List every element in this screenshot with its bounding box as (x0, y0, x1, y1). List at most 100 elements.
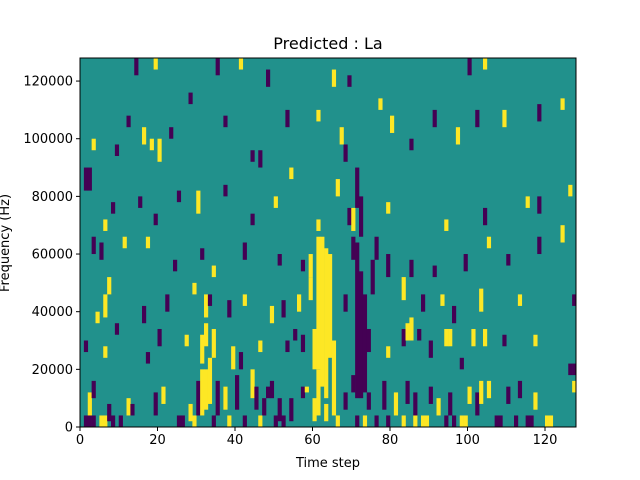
heatmap-cell (463, 415, 468, 427)
heatmap-cell (378, 98, 383, 110)
heatmap-cell (351, 375, 356, 393)
heatmap-cell (300, 386, 306, 399)
heatmap-cell (401, 415, 406, 427)
heatmap-cell (138, 196, 143, 208)
plot-area (79, 57, 577, 428)
heatmap-cell (238, 58, 244, 70)
heatmap-cell (362, 294, 368, 393)
heatmap-cell (111, 415, 116, 427)
heatmap-cell (192, 282, 197, 295)
heatmap-cell (320, 236, 325, 387)
x-tick-label: 40 (227, 433, 244, 448)
heatmap-cell (83, 340, 89, 353)
heatmap-cell (215, 58, 220, 76)
heatmap-cell (347, 75, 352, 87)
heatmap-cell (374, 236, 379, 260)
x-tick-label: 120 (533, 433, 558, 448)
heatmap-cell (91, 138, 96, 151)
heatmap-cell (103, 415, 108, 427)
heatmap-cell (87, 392, 92, 416)
heatmap-cell (498, 415, 503, 427)
heatmap-cell (238, 352, 244, 370)
heatmap-cell (87, 167, 92, 191)
heatmap-cell (250, 369, 255, 399)
heatmap-cell (475, 392, 480, 416)
heatmap-cell (440, 294, 445, 306)
heatmap-cell (525, 196, 530, 208)
heatmap-cell (281, 300, 286, 318)
y-tick-label: 60000 (32, 248, 73, 263)
y-tick-label: 0 (65, 421, 73, 436)
heatmap-cell (366, 328, 371, 353)
heatmap-cell (269, 380, 275, 399)
heatmap-cell (114, 323, 120, 335)
heatmap-cell (421, 415, 426, 427)
heatmap-cell (126, 115, 131, 128)
heatmap-cell (312, 328, 317, 370)
heatmap-cell (343, 144, 348, 162)
heatmap-cell (572, 294, 577, 306)
heatmap-cell (192, 415, 197, 427)
heatmap-cell (339, 127, 344, 145)
heatmap-cell (572, 380, 577, 393)
heatmap-cell (467, 58, 472, 76)
heatmap-cell (459, 357, 464, 370)
heatmap-cell (331, 69, 337, 87)
heatmap-cell (114, 144, 120, 157)
heatmap-cell (316, 109, 321, 122)
heatmap-cell (227, 415, 232, 427)
heatmap-cell (142, 305, 147, 324)
heatmap-cell (444, 219, 449, 231)
heatmap-cell (351, 236, 356, 260)
heatmap-cell (157, 328, 162, 347)
heatmap-cell (83, 415, 89, 427)
heatmap-cell (281, 415, 286, 427)
heatmap-cell (355, 167, 360, 208)
y-axis: 0 20000 40000 60000 80000 100000 120000 (23, 75, 80, 436)
heatmap-cell (467, 386, 472, 404)
heatmap-cell (107, 403, 112, 422)
heatmap-cell (254, 386, 259, 410)
heatmap-cell (289, 167, 294, 180)
heatmap-cell (486, 236, 492, 249)
heatmap-cell (568, 184, 573, 197)
heatmap-cell (390, 115, 395, 133)
heatmap-cell (432, 265, 437, 278)
heatmap-cell (343, 392, 348, 410)
y-tick-label: 100000 (23, 132, 73, 147)
y-axis-label: Frequency (Hz) (0, 194, 13, 292)
heatmap-cell (386, 254, 391, 278)
chart-title: Predicted : La (273, 34, 382, 53)
heatmap-cell (196, 190, 201, 214)
heatmap-cell (517, 380, 523, 399)
heatmap-cell (343, 294, 348, 312)
heatmap-cell (277, 254, 282, 266)
heatmap-cell (424, 415, 430, 427)
heatmap-cell (99, 415, 104, 427)
heatmap-cell (258, 340, 263, 353)
heatmap-cell (118, 415, 123, 427)
x-axis-label: Time step (295, 456, 360, 471)
heatmap-cell (537, 236, 542, 255)
heatmap-cell (235, 375, 240, 410)
heatmap-cell (204, 323, 209, 347)
heatmap-cell (316, 236, 321, 370)
heatmap-cell (161, 386, 166, 404)
heatmap-cell (145, 352, 151, 364)
heatmap-cell (324, 248, 329, 399)
heatmap-cell (231, 346, 236, 370)
heatmap-cell (401, 277, 406, 301)
heatmap-cell (347, 207, 352, 226)
heatmap-cell (405, 323, 410, 341)
heatmap-cell (572, 363, 577, 376)
heatmap-cell (514, 415, 519, 427)
y-tick-label: 40000 (32, 305, 73, 320)
heatmap-cell (517, 294, 523, 306)
heatmap-cell (134, 58, 139, 76)
heatmap-cell (331, 340, 337, 416)
heatmap-cell (91, 380, 96, 399)
heatmap-cell (359, 196, 364, 237)
heatmap-cell (149, 138, 154, 151)
heatmap-cell (537, 104, 542, 122)
